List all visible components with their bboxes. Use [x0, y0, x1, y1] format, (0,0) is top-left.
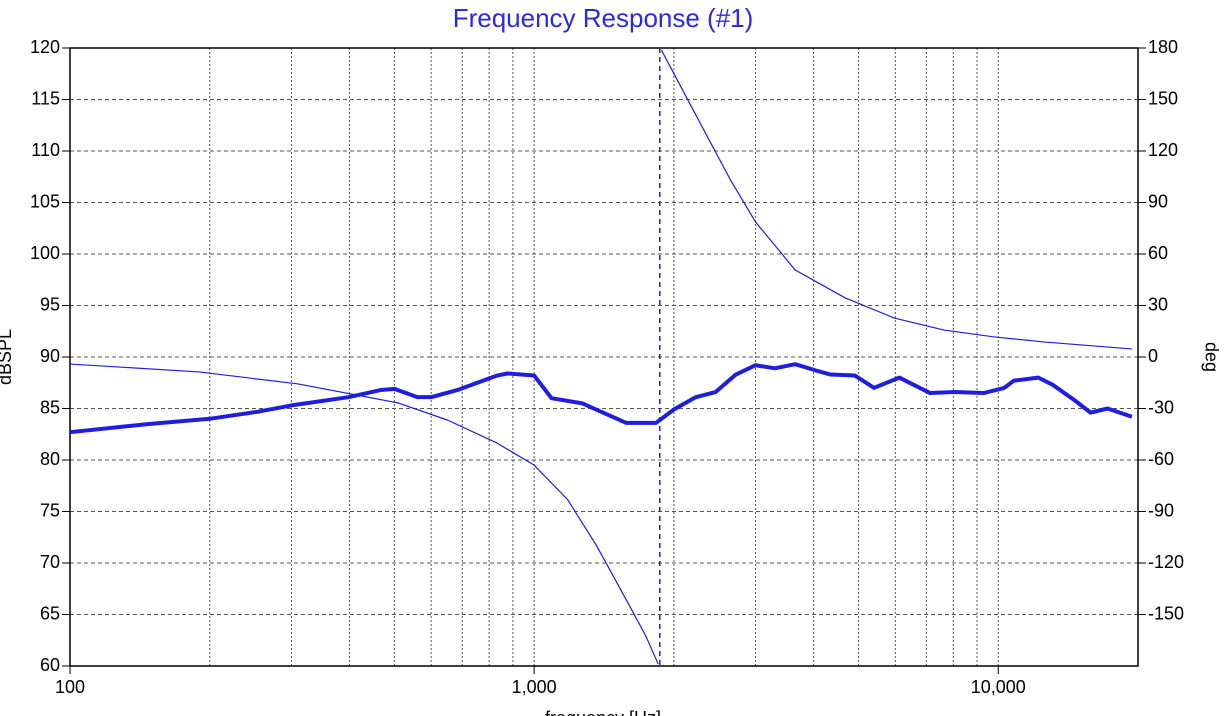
y2-axis-label: deg [1201, 342, 1221, 372]
y2-tick-label: 0 [1148, 346, 1158, 366]
y2-tick-label: 150 [1148, 88, 1178, 108]
y-tick-label: 70 [40, 552, 60, 572]
y2-tick-label: -60 [1148, 449, 1174, 469]
y2-tick-label: -150 [1148, 603, 1184, 623]
y-tick-label: 90 [40, 346, 60, 366]
y-tick-label: 60 [40, 655, 60, 675]
y-tick-label: 100 [30, 243, 60, 263]
x-tick-label: 10,000 [971, 677, 1026, 697]
y2-tick-label: 60 [1148, 243, 1168, 263]
y-tick-label: 115 [31, 88, 60, 108]
plot-frame [69, 47, 1139, 667]
y2-tick-label: 30 [1148, 294, 1168, 314]
x-tick-label: 100 [55, 677, 85, 697]
y-tick-label: 95 [40, 294, 60, 314]
y-tick-label: 85 [40, 397, 60, 417]
y2-tick-label: 180 [1148, 37, 1178, 57]
y-tick-label: 65 [40, 603, 60, 623]
y-tick-label: 80 [40, 449, 60, 469]
y-axis-label: dBSPL [0, 329, 15, 385]
data-line [69, 362, 1133, 435]
y2-tick-label: -120 [1148, 552, 1184, 572]
y2-tick-label: 120 [1148, 140, 1178, 160]
x-axis-label: frequency [Hz] [545, 708, 661, 716]
y2-tick-label: -30 [1148, 397, 1174, 417]
x-tick-label: 1,000 [512, 677, 557, 697]
chart-title: Frequency Response (#1) [453, 3, 754, 33]
data-line [69, 363, 659, 665]
data-line [660, 49, 1132, 350]
y2-tick-label: -90 [1148, 500, 1174, 520]
y2-tick-label: 90 [1148, 191, 1168, 211]
y-tick-label: 120 [30, 37, 60, 57]
y-tick-label: 75 [40, 500, 60, 520]
y-tick-label: 105 [30, 191, 60, 211]
y-tick-label: 110 [31, 140, 60, 160]
